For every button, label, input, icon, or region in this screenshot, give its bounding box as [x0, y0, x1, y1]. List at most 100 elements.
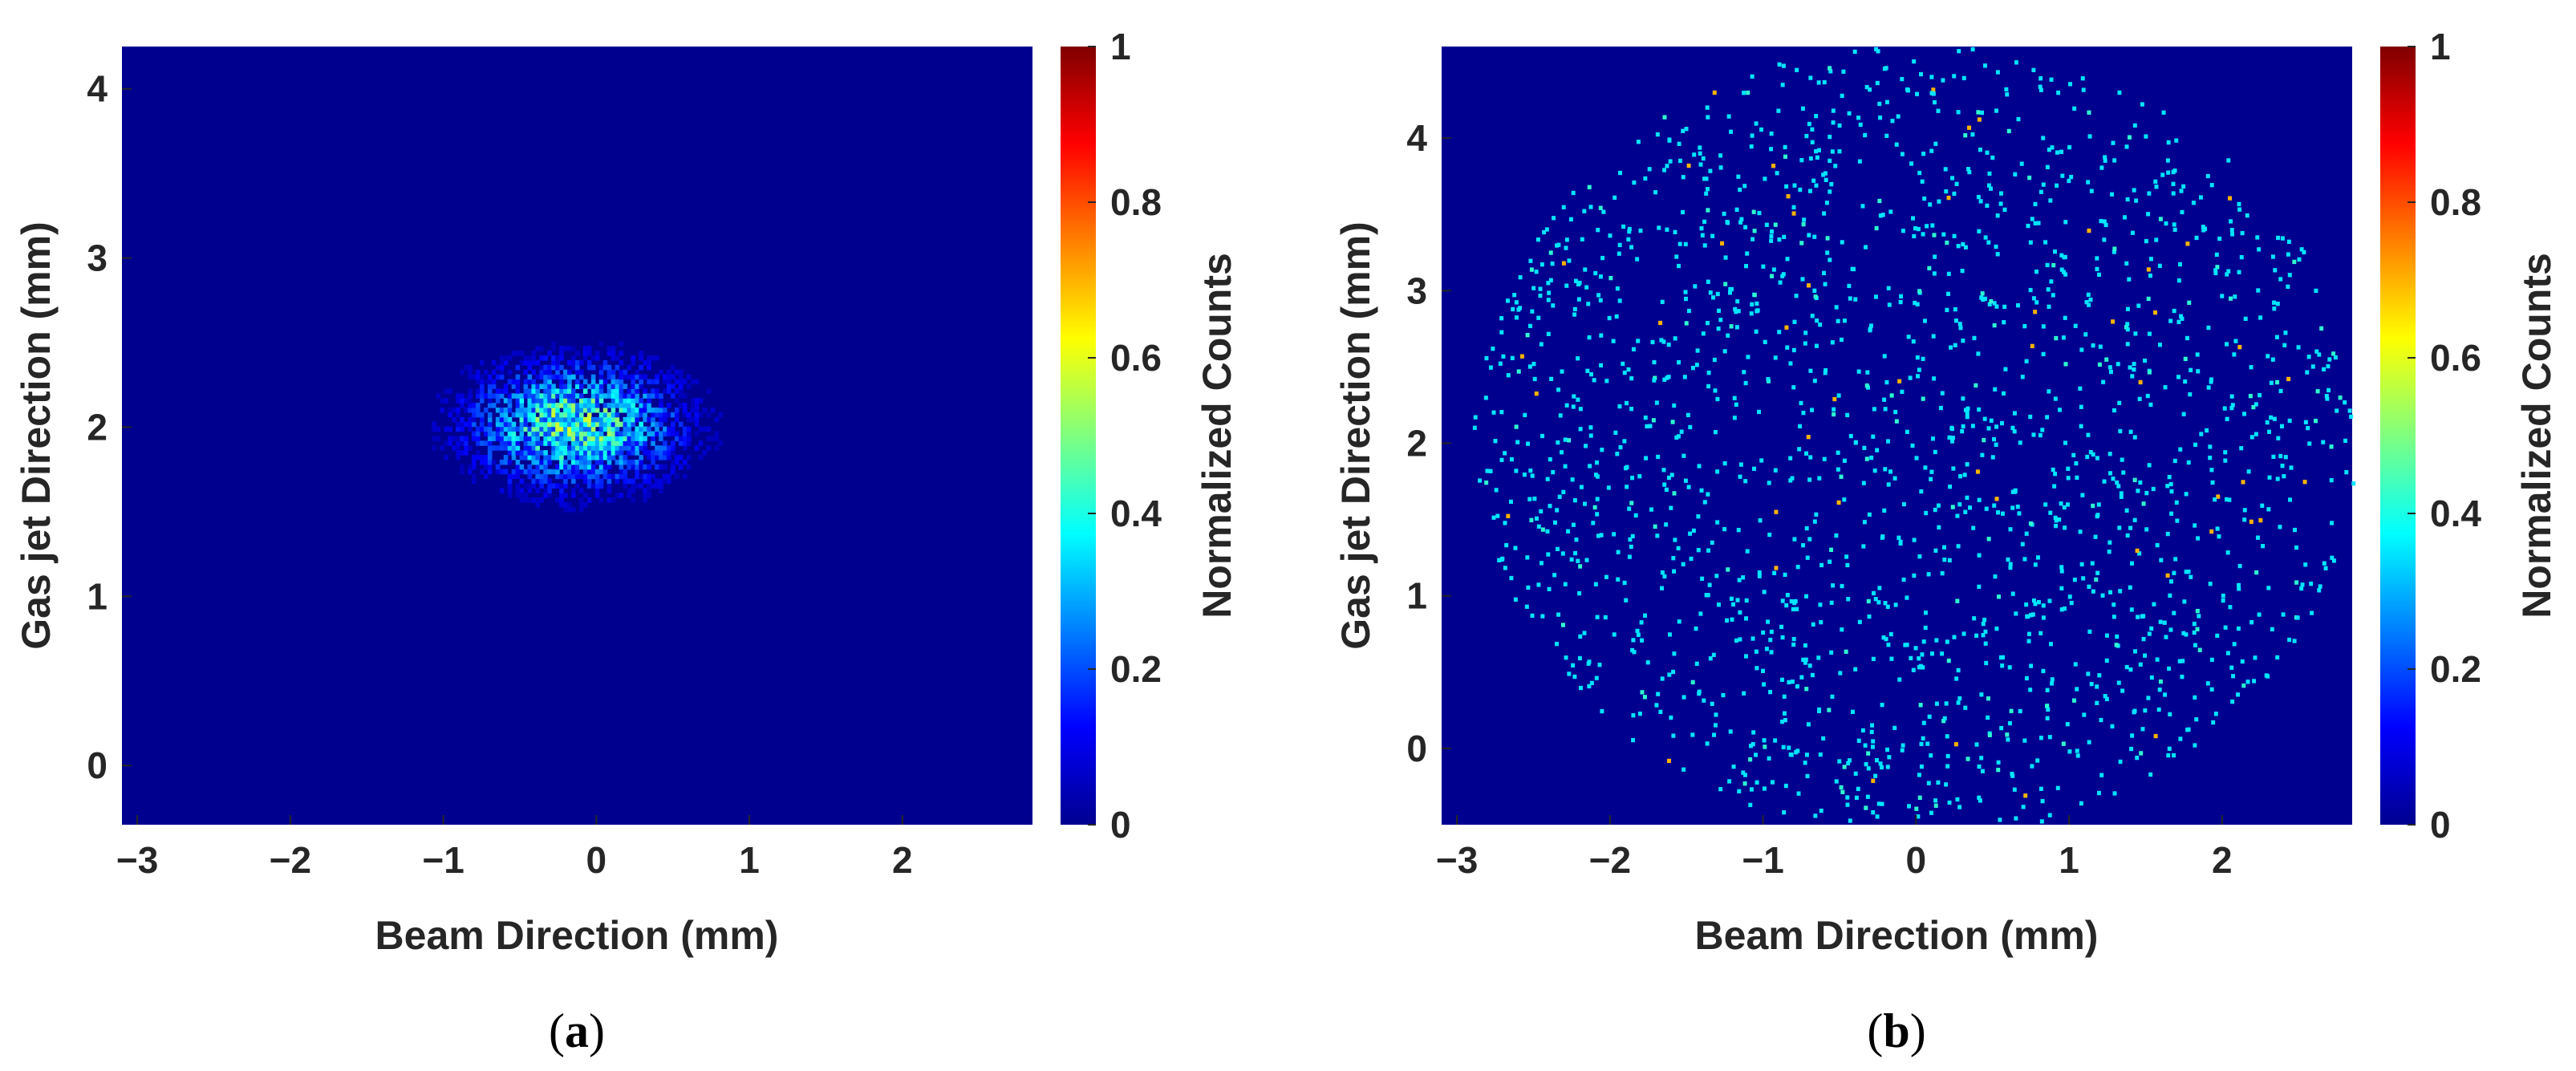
heatmap-cell: [1721, 692, 1726, 698]
heatmap-cell: [590, 379, 596, 385]
heatmap-cell: [2129, 607, 2134, 612]
heatmap-cell: [563, 421, 568, 428]
heatmap-cell: [1974, 383, 1978, 388]
heatmap-cell: [702, 450, 708, 456]
heatmap-cell: [2329, 444, 2334, 449]
heatmap-cell: [643, 450, 647, 456]
heatmap-cell: [511, 440, 517, 446]
heatmap-cell: [598, 440, 604, 446]
heatmap-cell: [678, 455, 684, 460]
heatmap-cell: [539, 426, 544, 432]
heatmap-cell: [714, 431, 720, 437]
heatmap-cell: [1870, 744, 1875, 749]
heatmap-cell: [659, 431, 663, 437]
heatmap-cell: [631, 388, 636, 394]
heatmap-cell: [539, 459, 544, 465]
heatmap-cell: [1705, 105, 1710, 110]
heatmap-cell: [1868, 87, 1872, 92]
heatmap-cell: [611, 398, 616, 404]
heatmap-cell: [1743, 479, 1748, 484]
heatmap-cell: [575, 421, 580, 428]
heatmap-cell: [647, 355, 651, 361]
heatmap-cell: [495, 407, 501, 413]
heatmap-cell: [543, 473, 548, 480]
heatmap-cell: [2191, 201, 2196, 205]
heatmap-cell: [1979, 692, 1984, 697]
heatmap-cell: [1983, 629, 1988, 635]
heatmap-cell: [464, 421, 469, 428]
heatmap-cell: [547, 416, 552, 423]
heatmap-cell: [2225, 342, 2229, 347]
heatmap-cell: [2002, 207, 2007, 213]
heatmap-cell: [575, 459, 580, 465]
heatmap-cell: [1545, 529, 1550, 534]
heatmap-cell: [1931, 91, 1936, 96]
heatmap-cell: [1805, 773, 1810, 779]
heatmap-cell: [2172, 753, 2176, 758]
heatmap-cell: [2079, 404, 2083, 409]
heatmap-cell: [1916, 374, 1920, 379]
heatmap-cell: [1808, 368, 1813, 373]
heatmap-cell: [1681, 175, 1686, 180]
heatmap-cell: [2194, 235, 2199, 241]
heatmap-cell: [671, 412, 675, 418]
heatmap-cell: [1548, 456, 1552, 462]
heatmap-cell: [615, 436, 620, 441]
heatmap-cell: [2124, 664, 2129, 670]
heatmap-cell: [448, 426, 452, 432]
heatmap-cell: [1551, 469, 1556, 475]
heatmap-cell: [1950, 439, 1955, 444]
heatmap-cell: [647, 398, 651, 404]
heatmap-cell: [1748, 757, 1753, 762]
heatmap-cell: [2059, 501, 2063, 506]
heatmap-cell: [619, 351, 624, 356]
heatmap-cell: [1868, 323, 1873, 328]
heatmap-cell: [1805, 555, 1810, 560]
heatmap-cell: [2069, 174, 2074, 180]
heatmap-cell: [2300, 582, 2305, 587]
heatmap-cell: [1980, 110, 1985, 116]
heatmap-cell: [694, 407, 700, 413]
heatmap-cell: [1743, 773, 1747, 777]
heatmap-cell: [523, 369, 529, 375]
heatmap-cell: [615, 459, 620, 465]
heatmap-cell: [1660, 676, 1665, 681]
heatmap-cell: [1600, 255, 1605, 261]
heatmap-cell: [1923, 465, 1928, 470]
heatmap-cell: [1710, 233, 1715, 238]
heatmap-cell: [2132, 517, 2137, 522]
heatmap-cell: [627, 421, 632, 428]
heatmap-cell: [2033, 310, 2038, 314]
heatmap-cell: [1767, 481, 1771, 485]
heatmap-cell: [543, 478, 548, 485]
heatmap-cell: [598, 450, 604, 456]
colorbar-tick-label: 0.8: [1110, 181, 1162, 223]
heatmap-cell: [598, 497, 604, 503]
heatmap-cell: [586, 407, 592, 413]
heatmap-cell: [2292, 259, 2297, 265]
heatmap-cell: [2121, 470, 2126, 475]
heatmap-cell: [627, 388, 632, 394]
heatmap-cell: [702, 407, 708, 413]
heatmap-cell: [2047, 813, 2052, 817]
heatmap-cell: [1965, 406, 1970, 411]
heatmap-cell: [535, 346, 540, 351]
heatmap-cell: [2057, 517, 2062, 522]
heatmap-cell: [559, 450, 564, 456]
heatmap-cell: [1792, 600, 1797, 606]
heatmap-cell: [551, 388, 556, 394]
heatmap-cell: [1601, 209, 1606, 214]
heatmap-cell: [2079, 347, 2084, 352]
heatmap-cell: [2010, 505, 2015, 510]
heatmap-cell: [606, 388, 612, 394]
heatmap-cell: [575, 412, 580, 418]
heatmap-cell: [1995, 252, 2000, 257]
heatmap-cell: [2153, 310, 2158, 315]
heatmap-cell: [1576, 356, 1580, 361]
heatmap-cell: [559, 459, 564, 465]
heatmap-cell: [436, 426, 440, 432]
heatmap-cell: [1952, 191, 1957, 197]
heatmap-cell: [2162, 620, 2167, 625]
heatmap-cell: [476, 450, 481, 456]
heatmap-cell: [1996, 767, 2001, 773]
